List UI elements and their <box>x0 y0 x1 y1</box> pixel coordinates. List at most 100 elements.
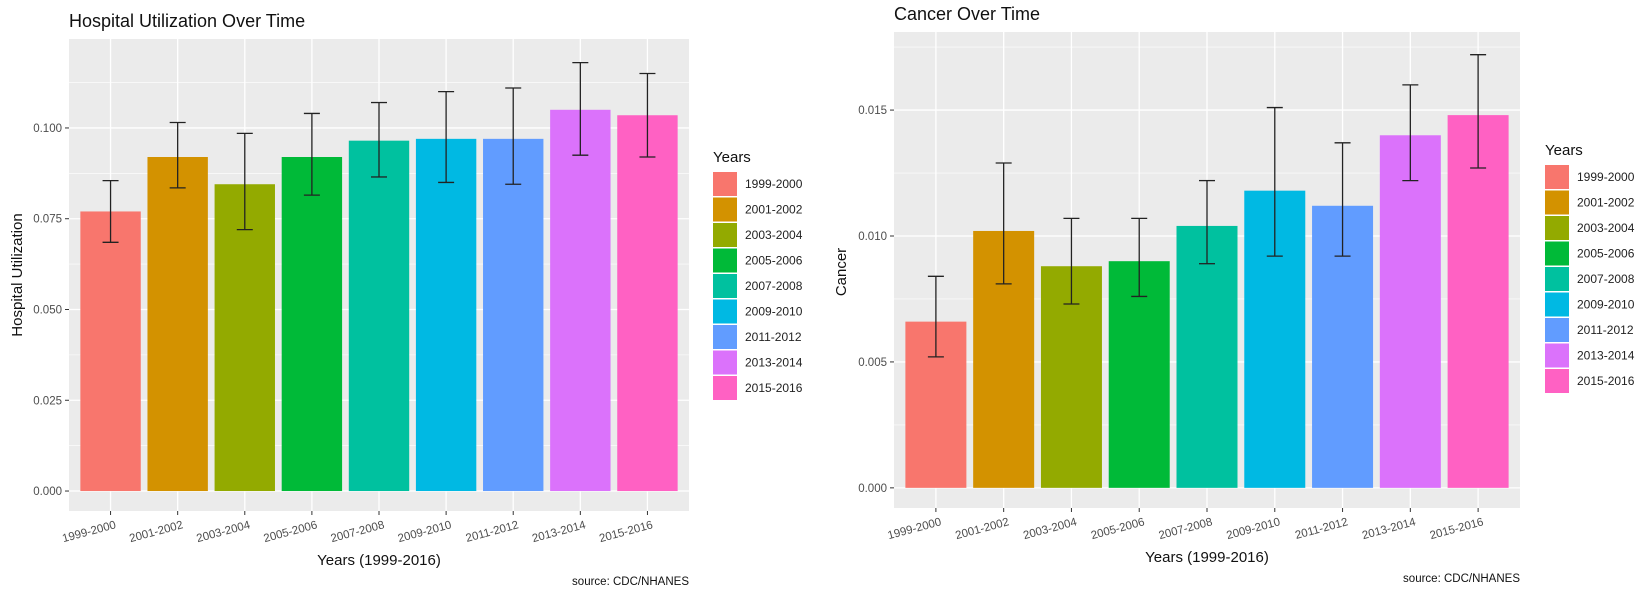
y-tick-label: 0.005 <box>858 357 887 369</box>
chart-cancer: Cancer Over Time 0.000 0.005 0.010 0.015 19… <box>833 4 1635 585</box>
legend-label: 2007-2008 <box>1577 272 1635 286</box>
x-tick-label: 1999-2000 <box>886 516 942 542</box>
x-tick-label: 2011-2012 <box>1294 516 1349 542</box>
legend-label: 2001-2002 <box>745 203 803 217</box>
chart-2-error-bars <box>927 54 1487 358</box>
error-bar-1999-2000 <box>102 179 119 243</box>
legend-label: 2013-2014 <box>1577 349 1635 363</box>
error-bar-2003-2004 <box>1063 217 1080 305</box>
legend-item-2003-2004: 2003-2004 <box>1545 216 1635 240</box>
chart-1-error-bars <box>102 61 656 243</box>
bar-2007-2008 <box>1176 225 1238 488</box>
error-bar-2015-2016 <box>1470 54 1487 169</box>
legend-item-2005-2006: 2005-2006 <box>713 248 803 273</box>
legend-swatch <box>713 172 737 196</box>
error-bar-2003-2004 <box>236 132 253 231</box>
y-tick-label: 0.010 <box>858 231 887 243</box>
bar-1999-2000 <box>80 211 141 492</box>
error-bar-2013-2014 <box>572 61 589 156</box>
legend-label: 2005-2006 <box>745 254 803 268</box>
legend-swatch <box>713 376 737 400</box>
legend-item-2009-2010: 2009-2010 <box>713 299 803 324</box>
x-tick-label: 2011-2012 <box>465 519 520 545</box>
chart-2-legend: 1999-2000 2001-2002 2003-2004 2005-2006 2007… <box>1545 165 1635 393</box>
x-tick-label: 2009-2010 <box>397 519 453 545</box>
x-tick-label: 2003-2004 <box>1022 516 1079 542</box>
x-tick-label: 2015-2016 <box>598 519 654 545</box>
error-bar-2009-2010 <box>438 90 455 184</box>
x-tick-label: 2015-2016 <box>1429 516 1485 542</box>
x-tick-label: 1999-2000 <box>61 519 117 545</box>
legend-swatch <box>713 223 737 247</box>
error-bar-2013-2014 <box>1402 84 1419 182</box>
chart-1-legend: 1999-2000 2001-2002 2003-2004 2005-2006 2007… <box>713 172 803 400</box>
error-bar-2009-2010 <box>1266 106 1283 257</box>
legend-label: 2009-2010 <box>745 305 803 319</box>
legend-item-2005-2006: 2005-2006 <box>1545 241 1635 266</box>
chart-1-legend-title: Years <box>713 149 751 166</box>
legend-item-2003-2004: 2003-2004 <box>713 223 803 247</box>
legend-swatch <box>1545 292 1569 317</box>
legend-swatch <box>713 274 737 298</box>
legend-label: 2003-2004 <box>1577 221 1635 235</box>
error-bar-2001-2002 <box>995 162 1012 285</box>
legend-swatch <box>713 248 737 273</box>
bar-2013-2014 <box>1379 135 1441 488</box>
x-tick-label: 2001-2002 <box>954 516 1010 542</box>
legend-item-2015-2016: 2015-2016 <box>713 376 803 400</box>
chart-2-caption: source: CDC/NHANES <box>1403 573 1520 585</box>
x-tick-label: 2013-2014 <box>531 519 588 545</box>
y-tick-label: 0.000 <box>858 483 887 495</box>
y-tick-label: 0.100 <box>33 123 62 135</box>
error-bar-2011-2012 <box>1334 142 1351 257</box>
legend-swatch <box>1545 343 1569 368</box>
y-tick-label: 0.075 <box>33 214 62 226</box>
y-tick-label: 0.015 <box>858 105 887 117</box>
legend-item-2011-2012: 2011-2012 <box>713 325 802 349</box>
chart-hospital-utilization: Hospital Utilization Over Time 0.000 0.02… <box>9 11 803 588</box>
chart-2-legend-title: Years <box>1545 142 1583 159</box>
error-bar-2007-2008 <box>371 101 387 178</box>
bar-2005-2006 <box>1108 261 1170 488</box>
legend-item-2011-2012: 2011-2012 <box>1545 318 1634 342</box>
legend-swatch <box>1545 369 1569 393</box>
legend-label: 2007-2008 <box>745 279 803 293</box>
chart-2-title: Cancer Over Time <box>894 4 1040 24</box>
chart-1-x-axis-title: Years (1999-2016) <box>317 552 441 569</box>
legend-label: 2011-2012 <box>1577 323 1634 337</box>
legend-label: 1999-2000 <box>745 177 803 191</box>
legend-item-2013-2014: 2013-2014 <box>713 350 803 375</box>
legend-label: 2005-2006 <box>1577 247 1635 261</box>
chart-2-y-ticks: 0.000 0.005 0.010 0.015 <box>858 105 894 495</box>
chart-2-y-axis-title: Cancer <box>833 248 850 296</box>
y-tick-label: 0.025 <box>33 395 62 407</box>
legend-label: 2015-2016 <box>745 381 803 395</box>
chart-2-x-axis-title: Years (1999-2016) <box>1145 549 1269 566</box>
legend-label: 2001-2002 <box>1577 196 1635 210</box>
chart-1-y-ticks: 0.000 0.025 0.050 0.075 0.100 <box>33 123 69 498</box>
legend-item-1999-2000: 1999-2000 <box>713 172 803 196</box>
x-tick-label: 2005-2006 <box>262 519 318 545</box>
legend-swatch <box>713 325 737 349</box>
legend-label: 2015-2016 <box>1577 374 1635 388</box>
legend-swatch <box>713 197 737 222</box>
bar-2001-2002 <box>147 157 208 492</box>
error-bar-1999-2000 <box>927 275 944 358</box>
x-tick-label: 2009-2010 <box>1225 516 1281 542</box>
legend-swatch <box>1545 318 1569 342</box>
legend-swatch <box>713 299 737 324</box>
x-tick-label: 2001-2002 <box>128 519 184 545</box>
legend-swatch <box>1545 216 1569 240</box>
bar-2003-2004 <box>214 184 275 492</box>
chart-1-bars <box>80 109 678 492</box>
legend-label: 2011-2012 <box>745 330 802 344</box>
x-tick-label: 2003-2004 <box>195 519 252 545</box>
error-bar-2005-2006 <box>1131 217 1148 298</box>
bar-2009-2010 <box>415 138 477 492</box>
legend-item-2013-2014: 2013-2014 <box>1545 343 1635 368</box>
error-bar-2015-2016 <box>639 72 656 158</box>
legend-swatch <box>1545 190 1569 215</box>
legend-label: 2013-2014 <box>745 356 803 370</box>
legend-item-2007-2008: 2007-2008 <box>1545 267 1635 291</box>
